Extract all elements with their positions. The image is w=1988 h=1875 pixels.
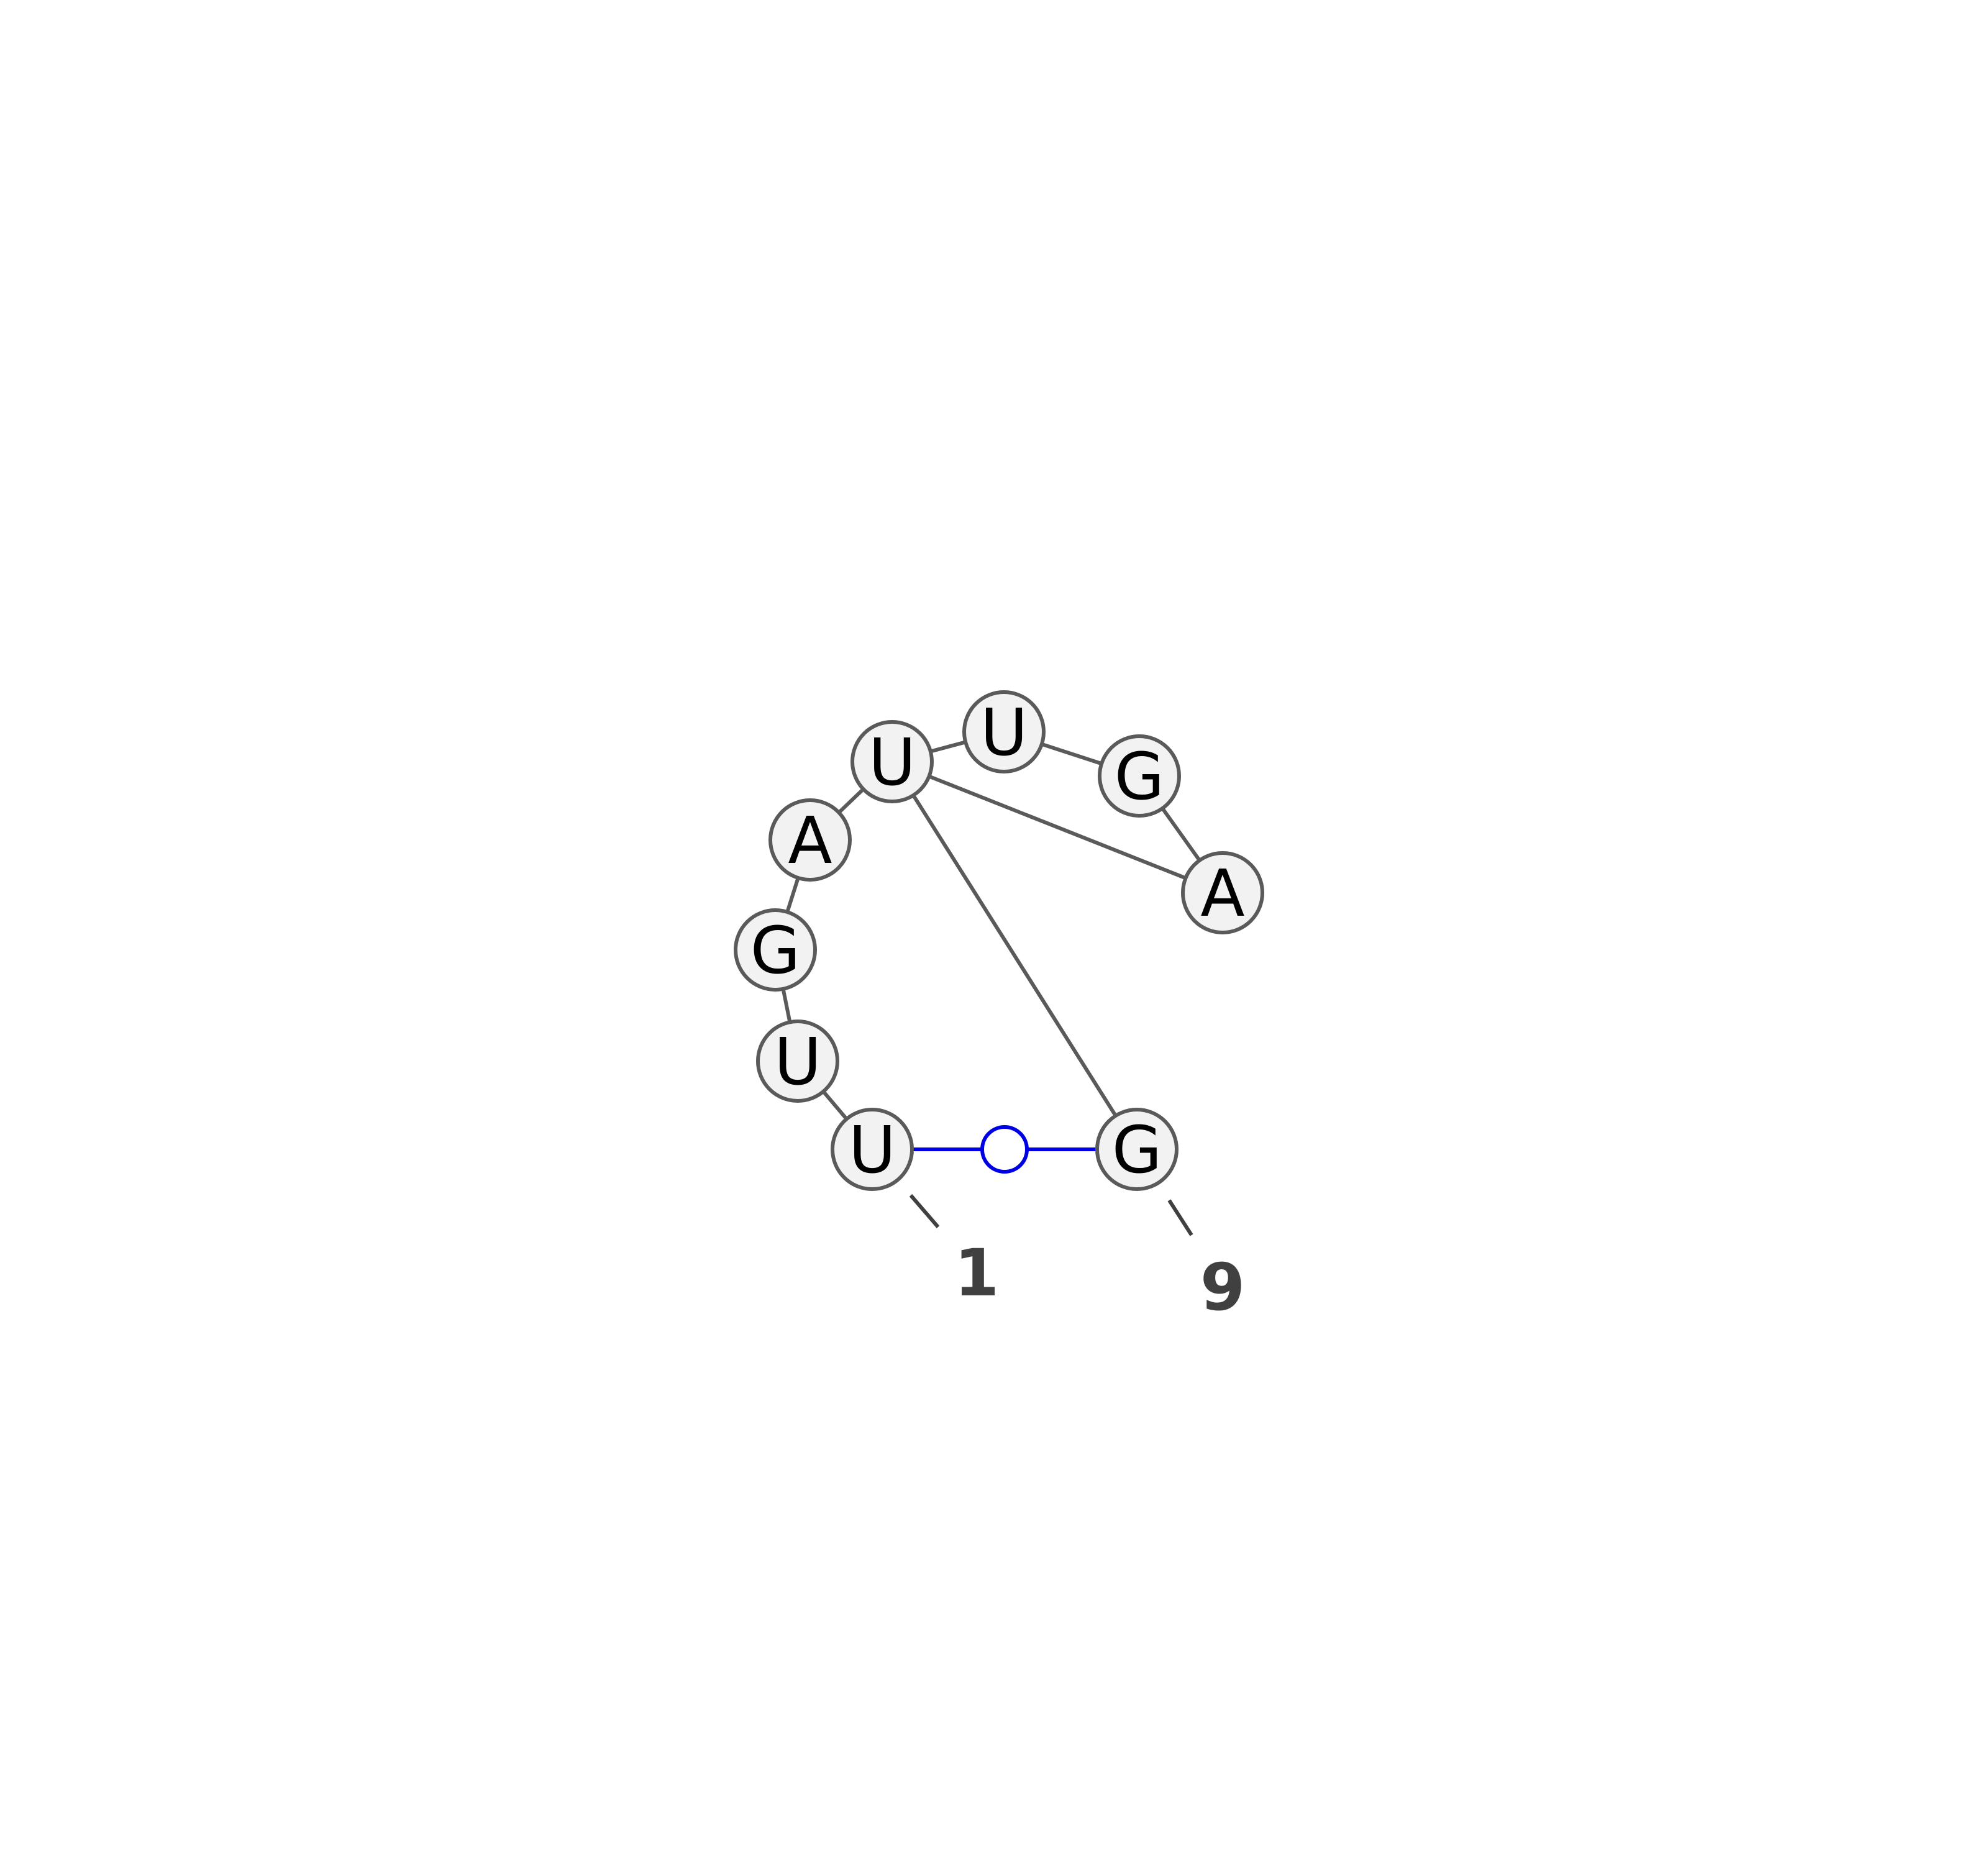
nucleotide-5: U [850,720,934,803]
nucleotide-9: G [1095,1108,1179,1191]
position-label-9: 9 [1200,1249,1245,1325]
position-tick-9 [1167,1199,1193,1236]
nucleotide-label: A [1200,855,1244,931]
nucleotide-circle [1181,851,1264,934]
base-pair-marker [980,1125,1029,1174]
nucleotide-circle [831,1108,914,1191]
base-pairs [872,1125,1137,1174]
nucleotide-circle [756,1020,839,1103]
nucleotide-label: A [788,803,832,878]
nucleotide-label: G [1112,1112,1162,1188]
nucleotide-6: U [962,690,1046,773]
nucleotide-circle [962,690,1046,773]
position-ticks [909,1194,1193,1236]
position-label-1: 1 [954,1235,999,1311]
nucleotide-label: U [869,724,916,800]
nucleotide-circle [768,798,852,882]
nucleotide-label: G [750,913,801,988]
nucleotide-7: G [1098,734,1181,818]
nucleotide-2: U [756,1020,839,1103]
nucleotide-label: U [980,695,1028,770]
nucleotide-8: A [1181,851,1264,934]
nucleotide-1: U [831,1108,914,1191]
nucleotide-3: G [734,908,817,992]
nucleotide-circle [1095,1108,1179,1191]
position-tick-1 [909,1194,940,1228]
nucleotide-label: G [1115,739,1165,814]
backbone-edge-5-9 [890,760,1139,1151]
nucleotide-circle [734,908,817,992]
nucleotide-label: U [849,1112,896,1188]
nucleotide-circle [850,720,934,803]
nucleotide-4: A [768,798,852,882]
nucleotide-circle [1098,734,1181,818]
backbone-edge-5-8 [891,760,1224,895]
nucleotide-label: U [774,1024,821,1100]
